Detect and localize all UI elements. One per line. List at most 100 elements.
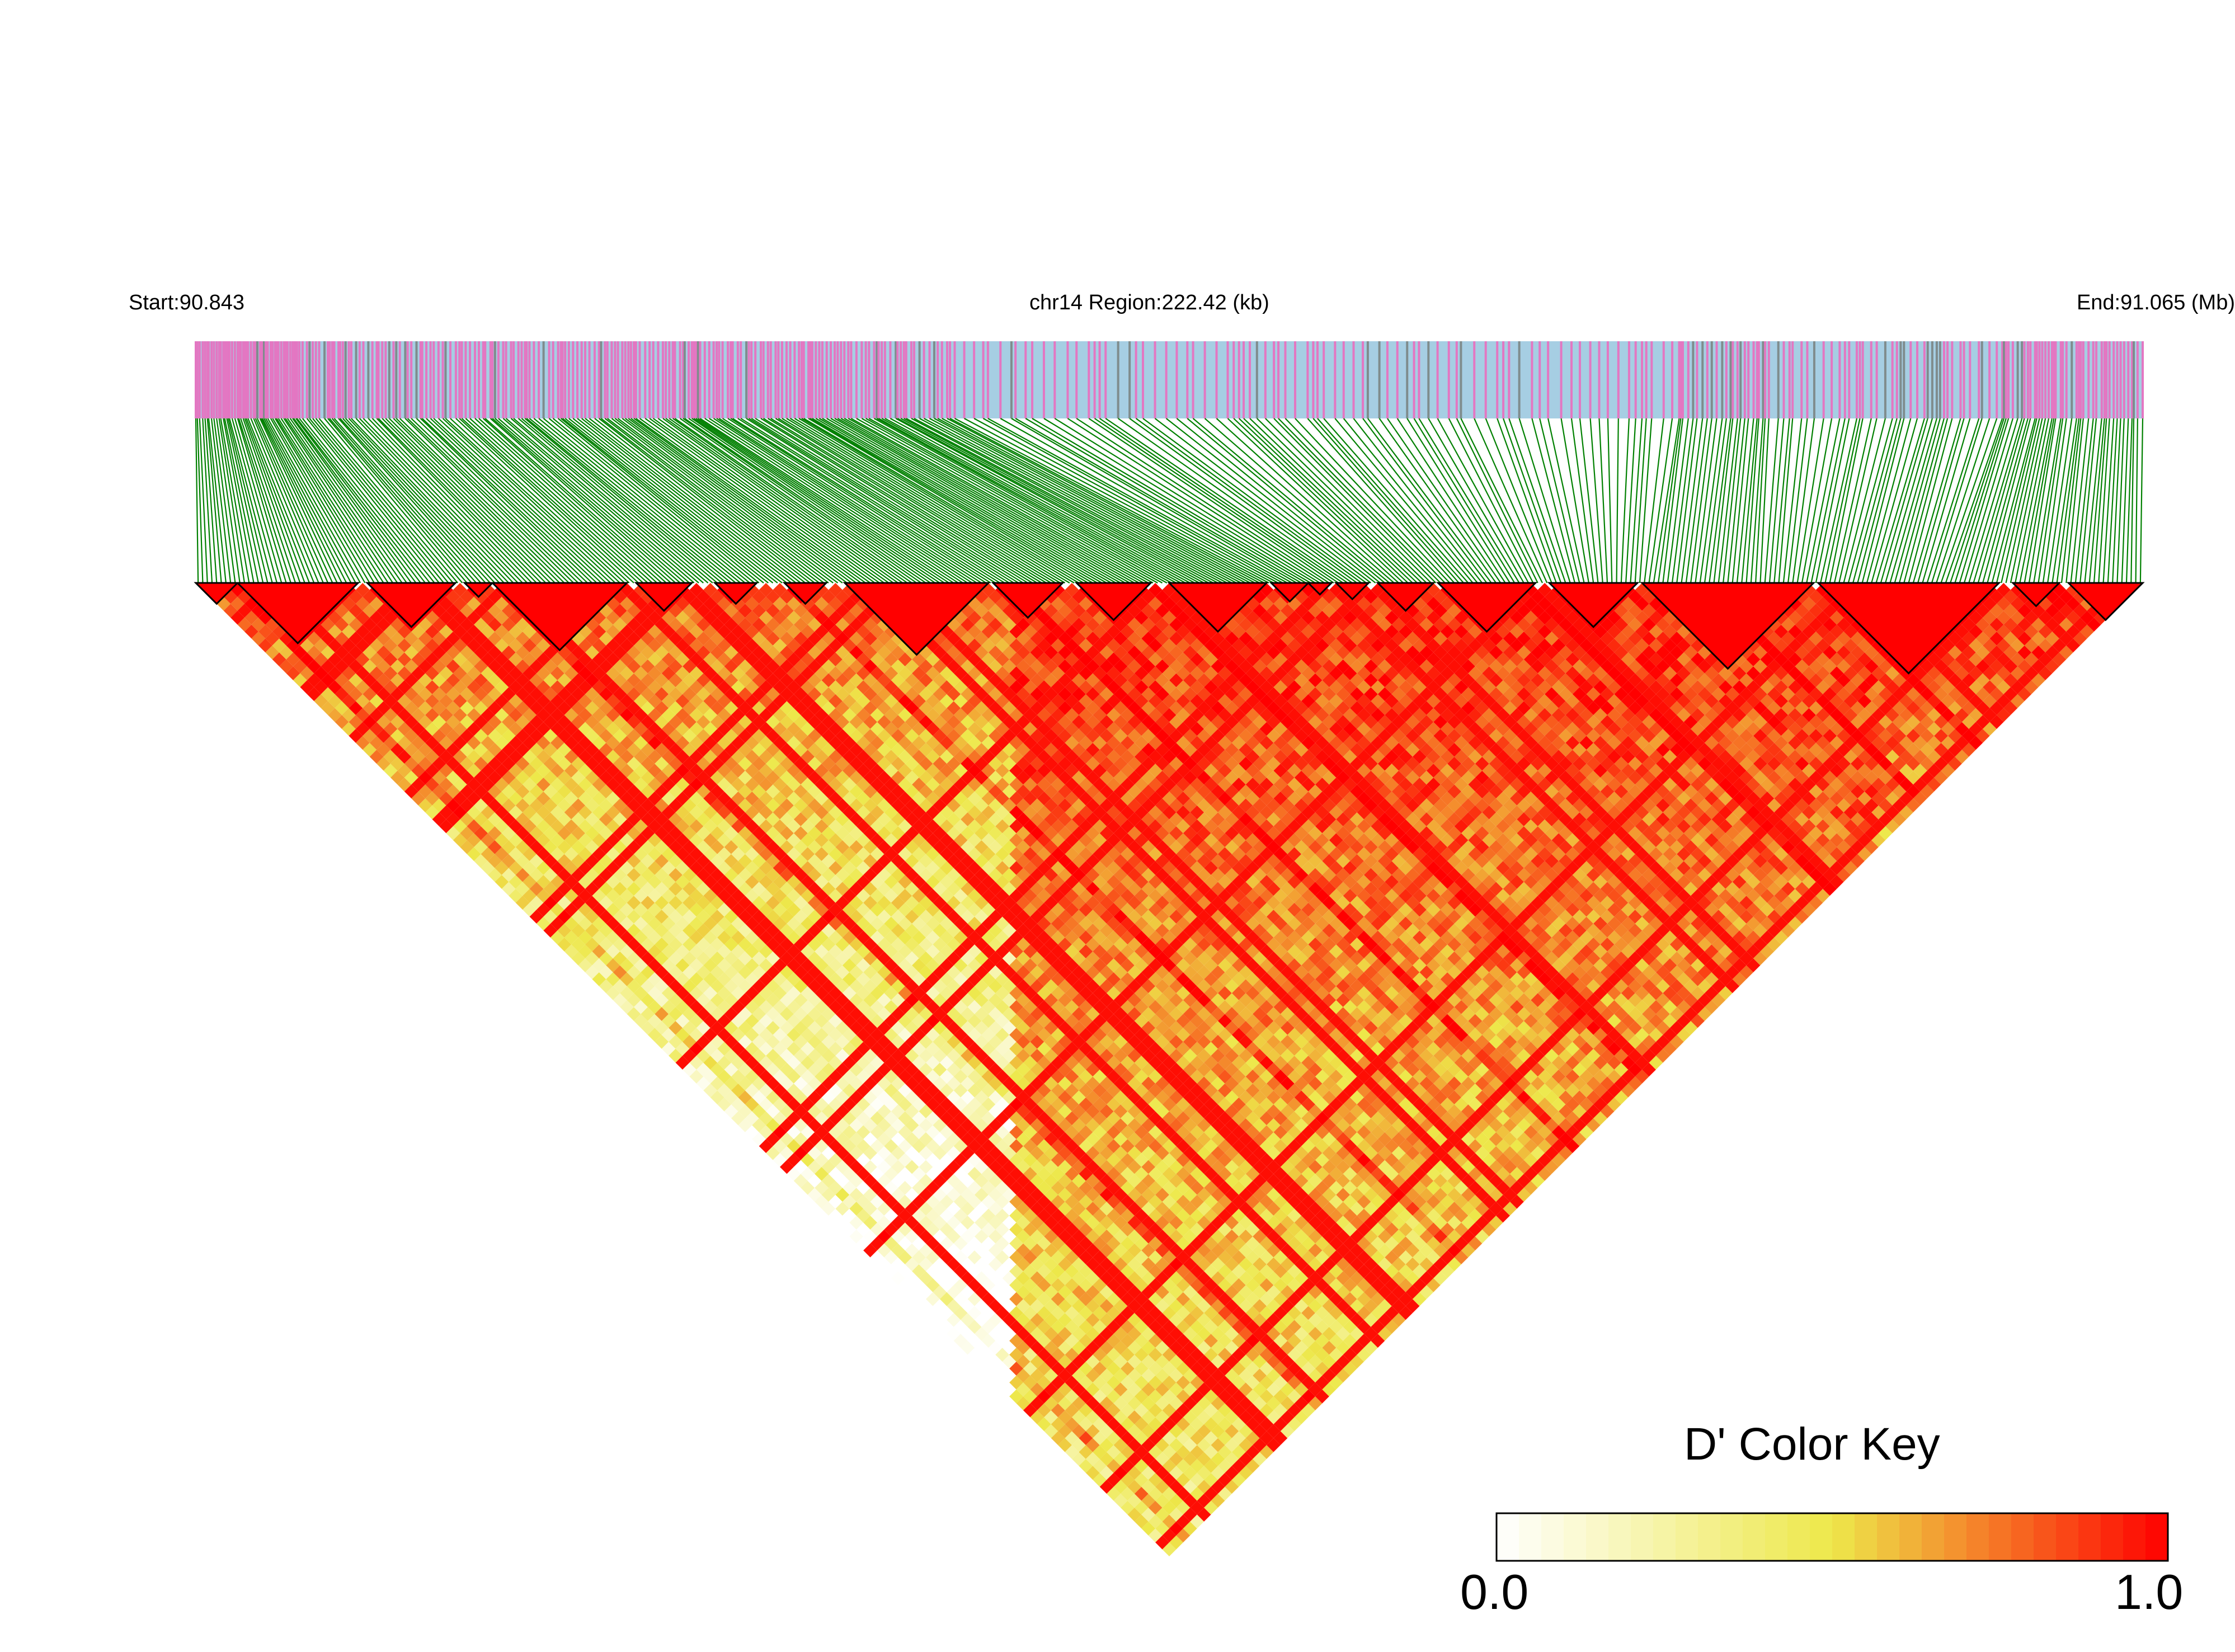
ld-cell — [349, 715, 363, 729]
ld-cell — [675, 1042, 690, 1056]
ld-cell — [759, 1042, 773, 1056]
snp-connector-line — [987, 418, 1288, 583]
ld-cell — [363, 729, 377, 743]
ld-cell — [1065, 1334, 1079, 1348]
snp-connector-line — [1847, 418, 1893, 583]
snp-marker — [2092, 341, 2095, 418]
ld-cell — [1113, 1466, 1128, 1480]
snp-connector-line — [492, 418, 681, 583]
ld-cell — [884, 1139, 898, 1154]
snp-marker — [2133, 341, 2135, 418]
snp-connector-line — [1508, 418, 1566, 583]
snp-marker — [1578, 341, 1581, 418]
ld-cell — [661, 1000, 676, 1014]
snp-marker — [533, 341, 535, 418]
ld-cell — [321, 659, 335, 674]
ld-cell — [342, 610, 356, 625]
snp-marker — [747, 341, 750, 418]
ld-cell — [1113, 1396, 1128, 1410]
snp-connector-line — [1154, 418, 1372, 583]
ld-cell — [1190, 1445, 1204, 1459]
snp-marker — [597, 341, 600, 418]
snp-marker — [798, 341, 801, 418]
snp-marker — [293, 341, 295, 418]
ld-cell — [488, 840, 502, 854]
ld-cell — [383, 680, 398, 694]
snp-marker — [963, 341, 966, 418]
snp-marker — [1502, 341, 1505, 418]
ld-cell — [342, 694, 356, 708]
ld-cell — [335, 632, 349, 646]
ld-cell — [773, 1153, 787, 1167]
snp-marker — [250, 341, 252, 418]
ld-cell — [432, 770, 446, 785]
snp-connector-line — [1685, 418, 1708, 583]
ld-cell — [870, 1194, 884, 1209]
snp-connector-line — [420, 418, 593, 583]
ld-cell — [738, 979, 752, 994]
snp-connector-line — [770, 418, 1042, 583]
ld-cell — [863, 1132, 877, 1146]
ld-cell — [515, 868, 530, 882]
ld-cell — [1044, 1424, 1058, 1438]
snp-connector-line — [622, 418, 843, 583]
snp-marker — [528, 341, 531, 418]
ld-cell — [369, 736, 384, 750]
ld-cell — [314, 638, 328, 653]
snp-connector-line — [2070, 418, 2090, 583]
ld-cell — [1169, 1452, 1183, 1466]
ld-cell — [919, 1271, 933, 1286]
snp-marker — [811, 341, 813, 418]
snp-connector-line — [1648, 418, 1673, 583]
snp-marker — [576, 341, 579, 418]
ld-cell — [870, 1250, 884, 1264]
snp-marker — [1899, 341, 1902, 418]
ld-cell — [884, 1250, 898, 1264]
ld-cell — [856, 1208, 871, 1223]
snp-connector-line — [338, 418, 486, 583]
ld-cell — [870, 1208, 884, 1223]
ld-cell — [821, 1090, 836, 1105]
snp-marker — [384, 341, 387, 418]
ld-cell — [947, 1313, 961, 1327]
snp-marker — [195, 341, 197, 418]
ld-cell — [1085, 1452, 1100, 1466]
ld-cell — [647, 916, 662, 931]
snp-marker — [1547, 341, 1550, 418]
ld-cell — [1107, 1459, 1121, 1473]
ld-cell — [863, 1160, 877, 1174]
snp-connector-line — [1903, 418, 1949, 583]
snp-marker — [1436, 341, 1439, 418]
ld-cell — [404, 729, 418, 743]
ld-cell — [230, 596, 244, 611]
snp-connector-line — [2084, 418, 2102, 583]
ld-cell — [710, 965, 724, 980]
ld-cell — [1030, 1396, 1044, 1410]
snp-connector-line — [445, 418, 625, 583]
snp-marker — [644, 341, 647, 418]
ld-cell — [905, 1285, 919, 1300]
snp-marker — [323, 341, 326, 418]
ld-cell — [564, 847, 578, 862]
ld-cell — [1107, 1362, 1121, 1376]
snp-connector-line — [327, 418, 468, 583]
ld-cell — [759, 1125, 773, 1140]
ld-cell — [335, 618, 349, 632]
snp-connector-line — [1043, 418, 1316, 583]
ld-cell — [390, 645, 404, 660]
snp-connector-line — [822, 418, 1112, 583]
ld-cell — [1155, 1438, 1169, 1452]
ld-cell — [1093, 1348, 1107, 1362]
snp-marker — [223, 341, 226, 418]
snp-marker — [1710, 341, 1713, 418]
ld-cell — [377, 687, 390, 702]
ld-cell — [578, 819, 592, 834]
ld-cell — [1044, 1299, 1058, 1313]
snp-connector-line — [351, 418, 510, 583]
ld-cell — [557, 854, 572, 868]
ld-cell — [564, 819, 578, 834]
snp-connector-line — [973, 418, 1279, 583]
ld-cell — [1093, 1417, 1107, 1432]
ld-cell — [321, 645, 335, 660]
snp-marker — [1496, 341, 1499, 418]
